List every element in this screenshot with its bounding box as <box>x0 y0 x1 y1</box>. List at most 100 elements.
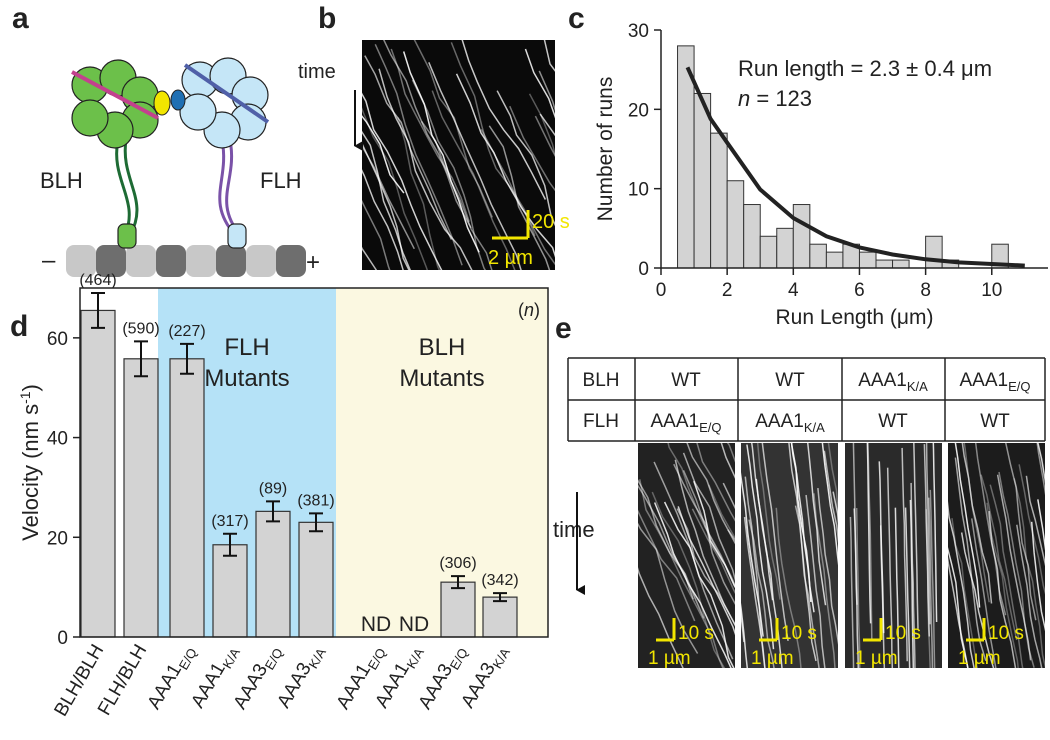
hist-bar <box>710 132 728 269</box>
n-note-part: ( <box>518 300 524 320</box>
kymograph-track <box>929 489 936 668</box>
y-tick-label: 0 <box>57 628 68 649</box>
kymograph <box>948 443 1045 668</box>
kymograph-track <box>413 40 493 218</box>
fit-curve <box>685 66 1025 268</box>
kymograph-track <box>362 199 391 270</box>
kymograph-track <box>746 444 775 650</box>
hist-bar <box>693 92 712 269</box>
time-label: time <box>553 517 595 542</box>
kymograph-track <box>374 43 463 266</box>
kymograph-track <box>913 443 919 629</box>
table-cell-sub: K/A <box>907 379 928 394</box>
kymograph-track <box>927 497 934 668</box>
kymograph-track <box>817 488 838 645</box>
kymograph <box>741 443 838 668</box>
kymograph <box>362 40 555 270</box>
bar <box>212 544 248 638</box>
kymograph-track <box>821 443 838 566</box>
x-tick-label: 0 <box>656 280 667 301</box>
group-label: Mutants <box>399 365 484 392</box>
kymograph-track <box>932 443 938 623</box>
error-bar <box>266 500 280 523</box>
kymograph-track <box>743 516 766 668</box>
kymograph-track <box>528 93 555 157</box>
group-label: Mutants <box>204 365 289 392</box>
kymograph-track <box>755 478 783 668</box>
kymograph-track <box>954 443 981 608</box>
kymograph-track <box>925 443 931 625</box>
kymograph-track <box>696 443 735 522</box>
kymograph-track <box>1013 478 1045 668</box>
scale-label: 10 s <box>678 623 714 644</box>
x-axis-label: Run Length (μm) <box>775 306 933 329</box>
panel-label: a <box>12 2 29 35</box>
kymograph-track <box>638 567 684 668</box>
kymograph-track <box>852 443 858 605</box>
table-cell-sub: E/Q <box>1008 379 1030 394</box>
table-cell-part: AAA1 <box>651 411 700 432</box>
n-label: (590) <box>122 320 159 337</box>
kymograph-track <box>682 452 735 582</box>
hist-bar <box>759 235 778 269</box>
kymograph-track <box>923 444 931 637</box>
panel-label: d <box>10 310 28 343</box>
kymograph-track <box>651 491 726 668</box>
kymograph-track <box>901 447 908 662</box>
y-tick-label: 60 <box>47 329 68 350</box>
scale-label: 10 s <box>988 623 1024 644</box>
y-axis-label: Velocity (nm s-1) <box>17 384 43 541</box>
kymograph-track <box>431 90 516 270</box>
error-bar <box>134 340 148 378</box>
y-axis-label-part: ) <box>18 384 43 391</box>
scale-label: 10 s <box>885 623 921 644</box>
kymograph-track <box>638 522 699 654</box>
x-tick-label: 8 <box>920 280 931 301</box>
n-note-part: n <box>524 300 534 320</box>
n-label: (464) <box>79 272 116 289</box>
kymograph-track <box>480 129 555 266</box>
kymograph-track <box>1036 443 1045 496</box>
n-label: (342) <box>481 572 518 589</box>
kymograph-track <box>362 107 429 270</box>
kymograph-track <box>886 467 894 668</box>
table-cell: WT <box>980 411 1010 432</box>
n-label: (381) <box>297 492 334 509</box>
tracks <box>362 40 555 270</box>
table-cell: WT <box>775 370 805 391</box>
kymograph-track <box>362 144 415 250</box>
kymograph-track <box>496 90 555 227</box>
diagram-label: BLH <box>40 168 83 193</box>
kymograph-track <box>1016 524 1043 668</box>
kymograph-track <box>362 169 404 270</box>
table-cell-part: WT <box>878 411 908 432</box>
x-tick-label: 2 <box>722 280 733 301</box>
kymograph-track <box>748 519 775 668</box>
kymograph-track <box>996 474 1032 661</box>
kymograph-track <box>741 602 749 668</box>
kymograph-track <box>986 502 1019 668</box>
hist-bar <box>875 259 894 269</box>
axis-frame <box>79 287 549 638</box>
panel-label: e <box>555 312 572 345</box>
kymograph-track <box>509 105 555 192</box>
table-cell: BLH <box>583 370 620 391</box>
y-tick-label: 0 <box>638 259 649 280</box>
error-bar <box>180 342 194 375</box>
diagram-label: – <box>42 247 56 274</box>
table-cell: AAA1E/Q <box>651 411 722 435</box>
kymograph-track <box>827 443 838 523</box>
kymograph-track <box>455 73 555 258</box>
y-tick-label: 20 <box>47 528 68 549</box>
tracks <box>638 443 735 668</box>
kymograph-track <box>362 130 411 270</box>
kymograph-track <box>1005 443 1037 621</box>
n-note-part: ) <box>534 300 540 320</box>
kymograph-track <box>378 68 473 270</box>
kymograph-track <box>925 509 931 668</box>
tracks <box>948 443 1045 668</box>
kymograph-track <box>963 443 990 603</box>
annotation: Run length = 2.3 ± 0.4 μm <box>738 56 992 81</box>
kymograph-track <box>823 450 838 544</box>
